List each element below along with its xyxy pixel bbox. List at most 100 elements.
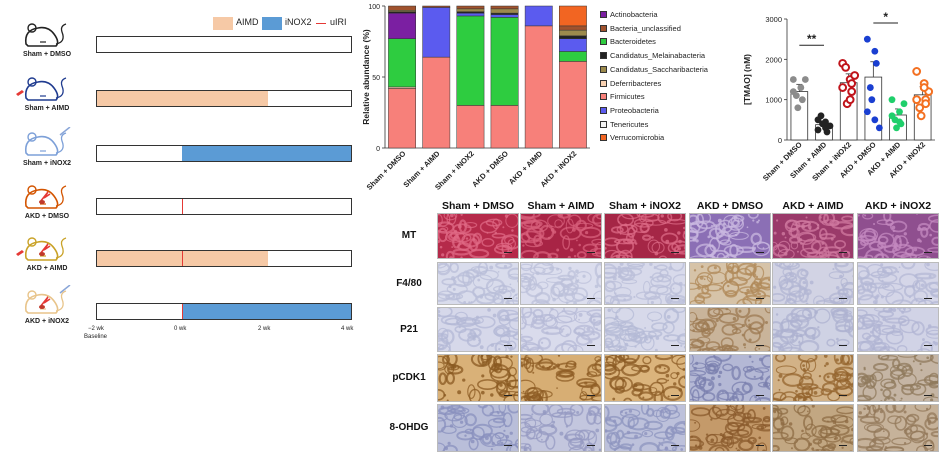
legend-label: Tenericutes: [610, 119, 649, 129]
scale-bar: [756, 298, 764, 299]
legend-label: Firmicutes: [610, 92, 645, 102]
column-header: Sham + DMSO: [441, 200, 515, 212]
histology-panel: [857, 262, 939, 305]
legend-swatch: [600, 79, 607, 87]
histology-panel: [437, 213, 519, 259]
scale-bar: [671, 345, 679, 346]
bar-segment: [388, 88, 416, 149]
bar-segment: [388, 5, 416, 11]
scale-bar: [839, 252, 847, 253]
bar-segment: [422, 5, 451, 8]
tissue-texture: [605, 308, 685, 351]
histology-panel: [437, 354, 519, 402]
timeline-bar: [96, 145, 352, 162]
bar-segment: [422, 7, 451, 58]
tissue-texture: [858, 263, 938, 304]
uiri-marker: [182, 304, 183, 319]
scale-bar: [587, 445, 595, 446]
histology-panel: [437, 404, 519, 452]
tissue-texture: [690, 263, 770, 304]
tissue-texture: [521, 308, 601, 351]
data-point: [847, 87, 857, 96]
legend-inox2-swatch: [262, 17, 282, 30]
bar-segment: [456, 12, 485, 17]
scale-bar: [924, 345, 932, 346]
bar-segment: [422, 56, 451, 149]
timeline-bar: [96, 198, 352, 215]
histology-panel: [857, 307, 939, 352]
group-label: Sham + iNOX2: [22, 160, 72, 167]
inox2-fill: [182, 146, 351, 161]
tissue-texture: [690, 214, 770, 258]
column-header: AKD + DMSO: [696, 200, 764, 212]
bar-segment: [456, 105, 485, 149]
legend-swatch: [600, 11, 607, 18]
tissue-texture: [858, 214, 938, 258]
legend-label: Bacteroidetes: [610, 37, 656, 47]
data-point: [850, 71, 860, 80]
legend-item: Candidatus_Melainabacteria: [600, 51, 706, 62]
data-point: [838, 83, 848, 92]
tissue-texture: [438, 308, 518, 351]
data-point: [789, 76, 797, 83]
y-tick-label: 0: [778, 136, 782, 145]
data-point: [896, 108, 903, 116]
scale-bar: [756, 445, 764, 446]
legend-item: Bacteria_unclassified: [600, 24, 681, 35]
tissue-texture: [773, 214, 853, 258]
scale-bar: [587, 395, 595, 396]
bar-segment: [456, 5, 485, 10]
tick-2wk: 2 wk: [258, 326, 271, 332]
tissue-texture: [605, 214, 685, 258]
legend-uiri-line: [316, 23, 326, 24]
data-point: [896, 118, 903, 126]
histology-panel: [772, 354, 854, 402]
tissue-texture: [858, 355, 938, 401]
histology-panel: [520, 404, 602, 452]
y-tick-label: 100: [368, 4, 380, 11]
scale-bar: [756, 395, 764, 396]
category-label: AKD + AIMD: [507, 149, 545, 187]
data-point: [921, 99, 931, 109]
bar-segment: [559, 25, 587, 31]
y-tick-label: 3000: [765, 15, 782, 24]
data-point: [817, 112, 825, 120]
data-point: [868, 96, 876, 104]
data-point: [888, 96, 896, 104]
scale-bar: [671, 395, 679, 396]
column-header: Sham + AIMD: [527, 200, 595, 212]
y-tick-label: 2000: [765, 55, 782, 64]
timeline-bar: [96, 90, 352, 107]
data-point: [863, 108, 871, 116]
timeline-bar: [96, 303, 352, 320]
histology-panel: [772, 213, 854, 259]
data-point: [801, 76, 809, 83]
data-point: [814, 126, 822, 134]
legend-item: Tenericutes: [600, 119, 649, 131]
scale-bar: [924, 445, 932, 446]
tissue-texture: [605, 355, 685, 401]
row-label: F4/80: [396, 277, 422, 289]
scale-bar: [504, 298, 512, 299]
histology-panel: [857, 213, 939, 259]
histology-panel: [604, 354, 686, 402]
tick-4wk: 4 wk: [341, 326, 354, 332]
legend-label: Candidatus_Melainabacteria: [610, 51, 706, 61]
baseline-label: Baseline: [84, 334, 108, 340]
tissue-texture: [521, 405, 601, 451]
scale-bar: [924, 298, 932, 299]
histology-panel: [520, 213, 602, 259]
tissue-texture: [858, 308, 938, 351]
legend-label: Deferribacteres: [610, 78, 662, 88]
histology-panel: [689, 262, 771, 305]
tissue-texture: [690, 405, 770, 451]
histology-panel: [772, 307, 854, 352]
aimd-fill: [97, 91, 268, 106]
scale-bar: [671, 445, 679, 446]
scale-bar: [671, 252, 679, 253]
group-label: Sham + AIMD: [24, 105, 70, 112]
mouse-icon: [24, 285, 71, 314]
bar-segment: [388, 38, 416, 88]
y-tick-label: 1000: [765, 96, 782, 105]
